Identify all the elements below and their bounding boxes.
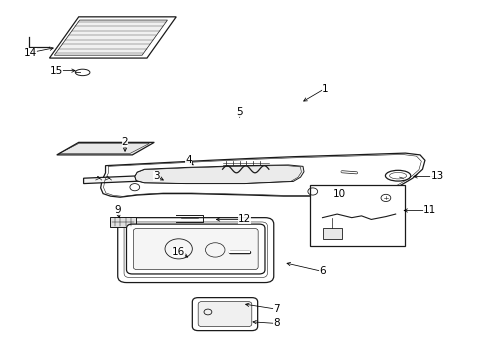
Ellipse shape: [75, 69, 90, 76]
FancyBboxPatch shape: [198, 302, 251, 327]
Text: 9: 9: [114, 206, 121, 216]
Text: 3: 3: [153, 171, 160, 181]
Polygon shape: [49, 17, 176, 58]
Text: 4: 4: [185, 155, 191, 165]
Text: 5: 5: [236, 107, 243, 117]
Bar: [310, 185, 405, 246]
Text: 6: 6: [319, 266, 325, 276]
Polygon shape: [83, 171, 249, 184]
FancyBboxPatch shape: [126, 224, 264, 274]
Text: 13: 13: [429, 171, 443, 181]
Text: 7: 7: [272, 304, 279, 314]
Text: 2: 2: [122, 138, 128, 147]
Polygon shape: [57, 142, 154, 155]
FancyBboxPatch shape: [133, 228, 258, 270]
Polygon shape: [54, 20, 167, 55]
Text: 14: 14: [23, 48, 37, 58]
Text: 15: 15: [50, 66, 63, 76]
Ellipse shape: [385, 170, 410, 181]
Bar: [322, 228, 341, 239]
Text: 10: 10: [332, 189, 346, 199]
Polygon shape: [110, 217, 136, 226]
FancyBboxPatch shape: [192, 298, 257, 330]
Text: 1: 1: [321, 84, 327, 94]
Text: 11: 11: [422, 206, 435, 216]
Text: 12: 12: [237, 215, 251, 224]
Text: 16: 16: [172, 247, 185, 257]
Polygon shape: [101, 153, 424, 197]
Polygon shape: [135, 165, 304, 184]
Text: 8: 8: [272, 319, 279, 328]
